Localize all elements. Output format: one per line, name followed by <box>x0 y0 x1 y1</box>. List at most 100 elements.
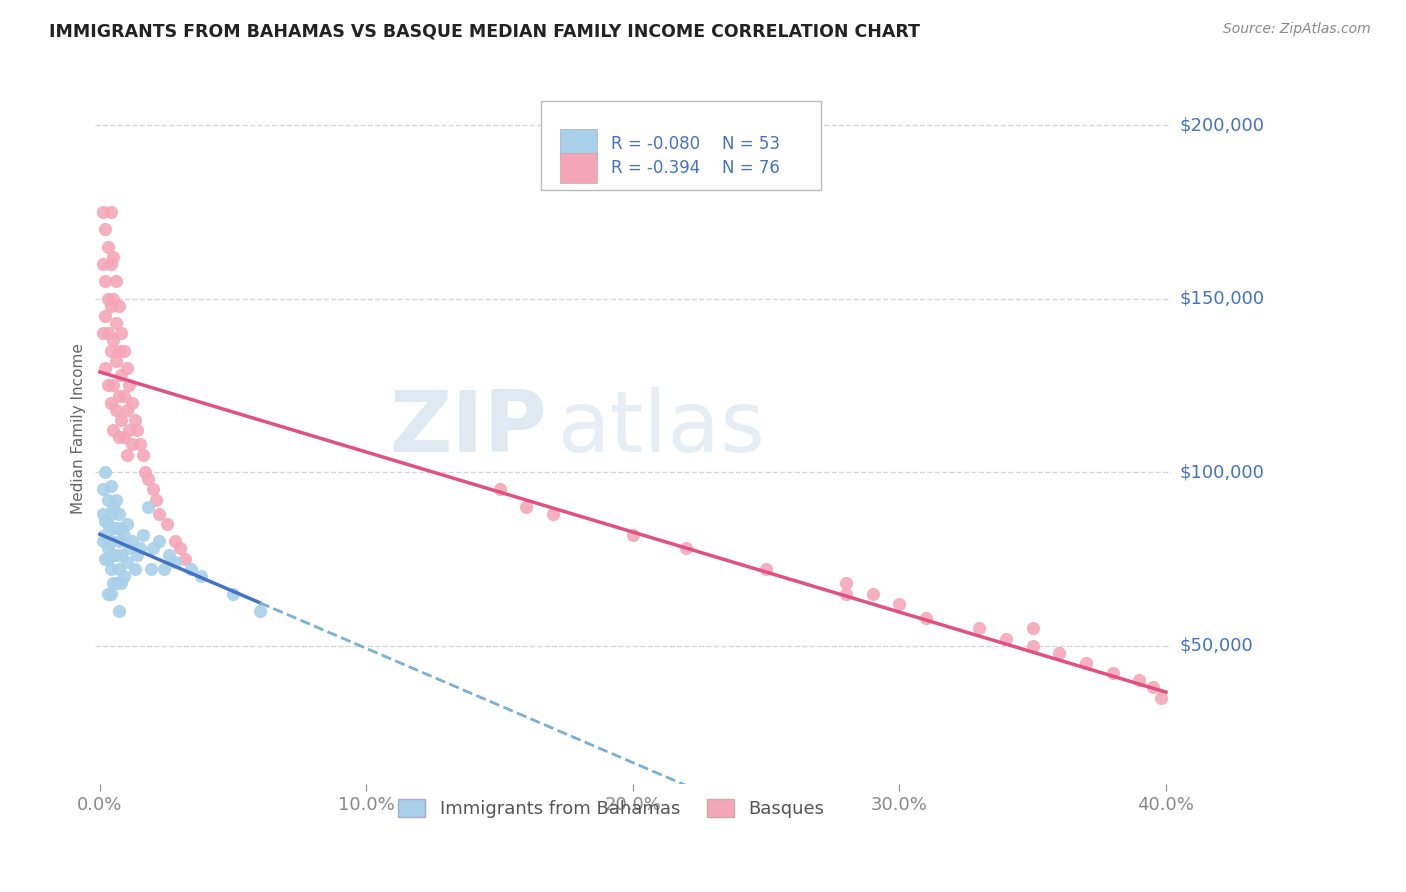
Point <box>103 250 125 264</box>
Point <box>104 492 127 507</box>
Point <box>100 586 122 600</box>
Point <box>97 492 120 507</box>
Point <box>835 586 858 600</box>
Text: Source: ZipAtlas.com: Source: ZipAtlas.com <box>1223 22 1371 37</box>
Point <box>100 534 122 549</box>
Point <box>110 413 132 427</box>
Point <box>1021 621 1043 635</box>
Point <box>104 402 127 417</box>
Point <box>94 465 117 479</box>
Point <box>115 517 138 532</box>
Point <box>103 292 125 306</box>
Point <box>969 621 991 635</box>
Point <box>1074 656 1097 670</box>
Point <box>488 483 510 497</box>
Point <box>118 541 141 556</box>
Point <box>94 309 117 323</box>
Point <box>91 257 114 271</box>
Text: $200,000: $200,000 <box>1180 116 1264 134</box>
Point <box>128 541 150 556</box>
Point <box>100 395 122 409</box>
Text: $150,000: $150,000 <box>1180 290 1264 308</box>
Point <box>169 541 191 556</box>
Text: IMMIGRANTS FROM BAHAMAS VS BASQUE MEDIAN FAMILY INCOME CORRELATION CHART: IMMIGRANTS FROM BAHAMAS VS BASQUE MEDIAN… <box>49 22 920 40</box>
Point <box>112 430 135 444</box>
Point <box>100 257 122 271</box>
Point <box>91 507 114 521</box>
Point <box>94 361 117 376</box>
Point <box>1149 690 1171 705</box>
Point <box>131 527 153 541</box>
Point <box>94 222 117 236</box>
Point <box>103 378 125 392</box>
Point <box>121 395 143 409</box>
Point <box>115 448 138 462</box>
Point <box>249 604 271 618</box>
Point <box>112 569 135 583</box>
Point <box>103 520 125 534</box>
Point <box>107 562 129 576</box>
Point <box>118 378 141 392</box>
Point <box>104 549 127 563</box>
Point <box>97 517 120 532</box>
Point <box>107 604 129 618</box>
Point <box>124 562 146 576</box>
Point <box>155 517 177 532</box>
Point <box>1047 646 1070 660</box>
Point <box>139 562 162 576</box>
Point <box>148 534 170 549</box>
Point <box>128 437 150 451</box>
Point <box>115 361 138 376</box>
Point <box>835 576 858 591</box>
Point <box>121 534 143 549</box>
Point <box>110 326 132 341</box>
Point <box>127 424 149 438</box>
Point <box>915 611 938 625</box>
Point <box>145 492 167 507</box>
Point <box>97 292 120 306</box>
Text: R = -0.080: R = -0.080 <box>612 135 700 153</box>
Point <box>136 472 159 486</box>
Text: $50,000: $50,000 <box>1180 637 1253 655</box>
Point <box>174 552 197 566</box>
Point <box>104 520 127 534</box>
Point <box>100 343 122 358</box>
Point <box>100 507 122 521</box>
Bar <box>560 153 598 184</box>
Bar <box>560 129 598 159</box>
Point <box>110 576 132 591</box>
Point <box>91 483 114 497</box>
Point <box>115 555 138 569</box>
Text: R = -0.394: R = -0.394 <box>612 160 700 178</box>
Point <box>1101 666 1123 681</box>
Point <box>91 326 114 341</box>
Point <box>97 541 120 556</box>
Point <box>110 520 132 534</box>
Point <box>107 343 129 358</box>
Point <box>127 549 149 563</box>
Point <box>107 430 129 444</box>
Y-axis label: Median Family Income: Median Family Income <box>72 343 86 514</box>
Point <box>107 507 129 521</box>
Point <box>107 298 129 312</box>
Point <box>222 586 245 600</box>
Point <box>103 333 125 347</box>
Point <box>118 424 141 438</box>
Point <box>190 569 212 583</box>
Point <box>115 402 138 417</box>
Point <box>97 552 120 566</box>
Point <box>103 549 125 563</box>
Point <box>103 576 125 591</box>
FancyBboxPatch shape <box>541 102 821 190</box>
Point <box>91 534 114 549</box>
Point <box>675 541 697 556</box>
Point <box>180 562 202 576</box>
Point <box>1142 680 1164 694</box>
Point <box>163 555 186 569</box>
Point <box>107 534 129 549</box>
Point <box>995 632 1018 646</box>
Point <box>136 500 159 514</box>
Point <box>104 354 127 368</box>
Point <box>755 562 778 576</box>
Text: N = 76: N = 76 <box>723 160 780 178</box>
